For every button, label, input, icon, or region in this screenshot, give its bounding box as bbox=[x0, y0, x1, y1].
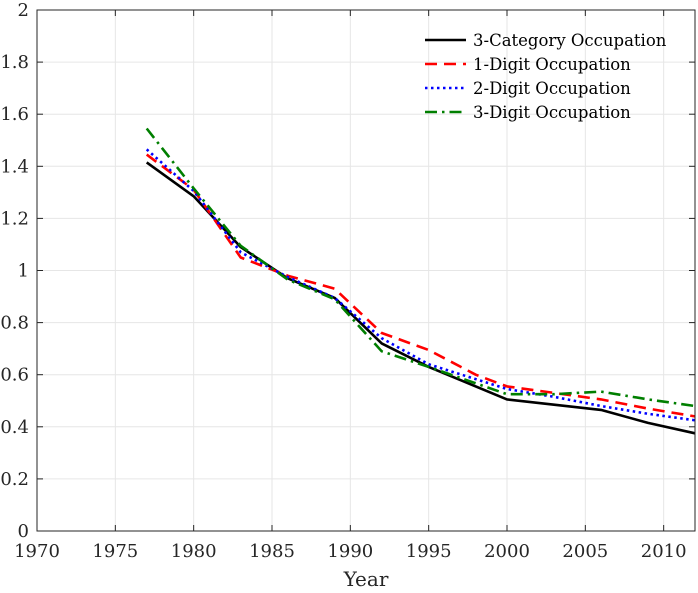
y-tick-label: 0.2 bbox=[0, 469, 29, 490]
y-tick-label: 0.6 bbox=[0, 365, 29, 386]
series-line-3 bbox=[145, 148, 696, 422]
y-tick-label: 2 bbox=[18, 0, 29, 21]
axis-ticks bbox=[36, 9, 695, 532]
y-tick-label: 1.6 bbox=[0, 104, 29, 125]
series-line-1 bbox=[145, 161, 696, 435]
legend-label: 1-Digit Occupation bbox=[473, 55, 631, 74]
legend-label: 2-Digit Occupation bbox=[473, 79, 631, 98]
x-tick-label: 2010 bbox=[641, 541, 687, 562]
y-tick-label: 1.4 bbox=[0, 156, 29, 177]
y-axis-tick-labels: 0 0.2 0.4 0.6 0.8 1 1.2 1.4 1.6 1.8 2 bbox=[0, 0, 29, 542]
x-axis-tick-labels: 1970 1975 1980 1985 1990 1995 2000 2005 2010 bbox=[14, 541, 686, 562]
y-tick-label: 1 bbox=[18, 261, 29, 282]
x-tick-label: 1980 bbox=[171, 541, 217, 562]
x-tick-label: 1970 bbox=[14, 541, 60, 562]
y-tick-label: 1.8 bbox=[0, 52, 29, 73]
x-tick-label: 2005 bbox=[562, 541, 608, 562]
x-tick-label: 1975 bbox=[92, 541, 138, 562]
x-tick-label: 1985 bbox=[249, 541, 295, 562]
x-tick-label: 1990 bbox=[327, 541, 373, 562]
series-group bbox=[145, 127, 696, 435]
y-tick-label: 0.8 bbox=[0, 313, 29, 334]
y-tick-label: 0.4 bbox=[0, 417, 29, 438]
legend-label: 3-Category Occupation bbox=[473, 31, 667, 50]
y-tick-label: 1.2 bbox=[0, 208, 29, 229]
series-line-4 bbox=[145, 127, 696, 408]
x-tick-label: 1995 bbox=[406, 541, 452, 562]
x-tick-label: 2000 bbox=[484, 541, 530, 562]
y-tick-label: 0 bbox=[18, 521, 29, 542]
series-line-2 bbox=[145, 153, 696, 418]
legend: 3-Category Occupation 1-Digit Occupation 2… bbox=[425, 31, 667, 122]
x-axis-title: Year bbox=[343, 567, 389, 591]
legend-label: 3-Digit Occupation bbox=[473, 103, 631, 122]
